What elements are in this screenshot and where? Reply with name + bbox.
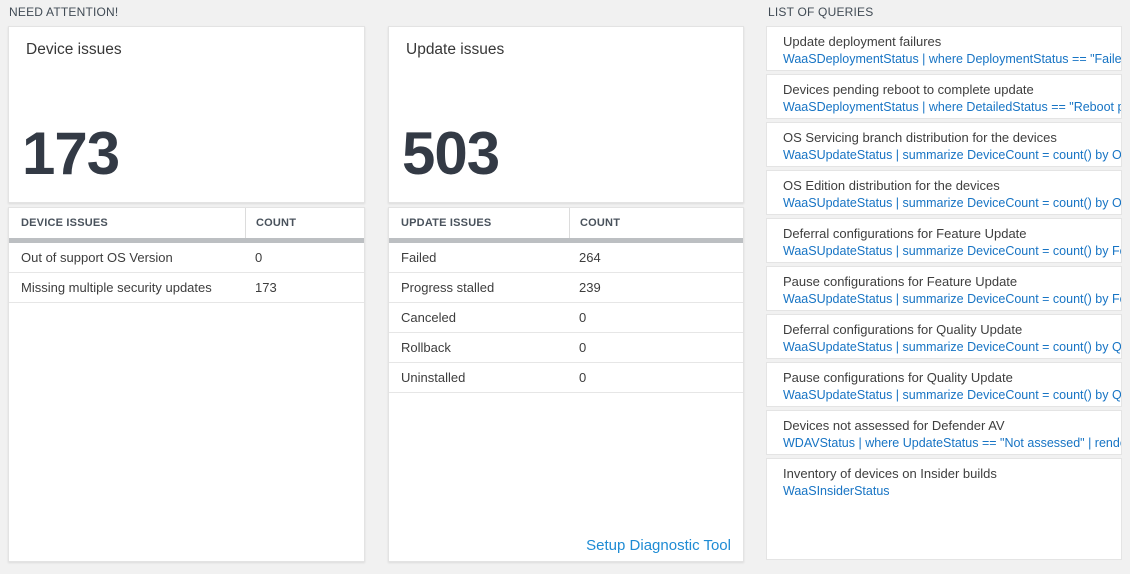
- row-count: 239: [579, 280, 601, 295]
- update-issues-header-count: COUNT: [569, 208, 743, 238]
- query-title: Pause configurations for Feature Update: [783, 274, 1018, 289]
- row-label: Uninstalled: [401, 370, 466, 385]
- query-text: WaaSDeploymentStatus | where DeploymentS…: [783, 52, 1122, 66]
- query-title: Devices pending reboot to complete updat…: [783, 82, 1034, 97]
- query-list-item[interactable]: OS Servicing branch distribution for the…: [766, 122, 1122, 167]
- query-list-item[interactable]: Update deployment failures WaaSDeploymen…: [766, 26, 1122, 71]
- query-text: WaaSUpdateStatus | summarize DeviceCount…: [783, 340, 1122, 354]
- table-scroll-bar: [389, 238, 743, 243]
- row-label: Rollback: [401, 340, 451, 355]
- row-count: 0: [579, 370, 587, 385]
- query-list-item[interactable]: Deferral configurations for Quality Upda…: [766, 314, 1122, 359]
- query-title: Update deployment failures: [783, 34, 942, 49]
- row-label: Missing multiple security updates: [21, 280, 212, 295]
- device-issues-title: Device issues: [26, 41, 122, 58]
- row-label: Out of support OS Version: [21, 250, 173, 265]
- query-title: Inventory of devices on Insider builds: [783, 466, 997, 481]
- row-count: 0: [579, 310, 587, 325]
- query-title: Deferral configurations for Quality Upda…: [783, 322, 1023, 337]
- table-row[interactable]: Missing multiple security updates 173: [9, 273, 364, 303]
- query-title: Deferral configurations for Feature Upda…: [783, 226, 1027, 241]
- update-issues-count: 503: [402, 120, 500, 187]
- table-row[interactable]: Failed 264: [389, 243, 743, 273]
- device-issues-count: 173: [22, 120, 120, 187]
- row-count: 0: [255, 250, 263, 265]
- row-count: 0: [579, 340, 587, 355]
- update-issues-table: UPDATE ISSUES COUNT Failed 264 Progress …: [388, 207, 744, 562]
- update-issues-summary-tile[interactable]: Update issues 503: [388, 26, 744, 203]
- device-issues-header-name: DEVICE ISSUES: [21, 217, 108, 229]
- query-list: Update deployment failures WaaSDeploymen…: [766, 26, 1122, 560]
- update-issues-title: Update issues: [406, 41, 505, 58]
- device-issues-table: DEVICE ISSUES COUNT Out of support OS Ve…: [8, 207, 365, 562]
- list-of-queries-section-label: LIST OF QUERIES: [768, 5, 874, 19]
- table-row[interactable]: Rollback 0: [389, 333, 743, 363]
- query-text: WaaSUpdateStatus | summarize DeviceCount…: [783, 148, 1122, 162]
- row-label: Failed: [401, 250, 437, 265]
- table-row[interactable]: Out of support OS Version 0: [9, 243, 364, 273]
- update-issues-header-name: UPDATE ISSUES: [401, 217, 492, 229]
- query-text: WDAVStatus | where UpdateStatus == "Not …: [783, 436, 1122, 450]
- table-row[interactable]: Uninstalled 0: [389, 363, 743, 393]
- query-text: WaaSUpdateStatus | summarize DeviceCount…: [783, 196, 1122, 210]
- query-list-item[interactable]: Pause configurations for Feature Update …: [766, 266, 1122, 311]
- query-title: OS Servicing branch distribution for the…: [783, 130, 1057, 145]
- query-list-item[interactable]: Devices not assessed for Defender AV WDA…: [766, 410, 1122, 455]
- device-issues-table-header: DEVICE ISSUES COUNT: [9, 208, 364, 238]
- row-label: Progress stalled: [401, 280, 495, 295]
- row-count: 264: [579, 250, 601, 265]
- device-issues-header-count: COUNT: [245, 208, 364, 238]
- query-text: WaaSUpdateStatus | summarize DeviceCount…: [783, 292, 1122, 306]
- query-list-item[interactable]: Pause configurations for Quality Update …: [766, 362, 1122, 407]
- query-text: WaaSUpdateStatus | summarize DeviceCount…: [783, 388, 1122, 402]
- need-attention-section-label: NEED ATTENTION!: [9, 5, 119, 19]
- query-title: Pause configurations for Quality Update: [783, 370, 1013, 385]
- query-list-item[interactable]: Devices pending reboot to complete updat…: [766, 74, 1122, 119]
- query-list-item[interactable]: OS Edition distribution for the devices …: [766, 170, 1122, 215]
- row-count: 173: [255, 280, 277, 295]
- query-list-item[interactable]: Deferral configurations for Feature Upda…: [766, 218, 1122, 263]
- query-text: WaaSDeploymentStatus | where DetailedSta…: [783, 100, 1122, 114]
- query-title: OS Edition distribution for the devices: [783, 178, 1000, 193]
- query-title: Devices not assessed for Defender AV: [783, 418, 1005, 433]
- table-row[interactable]: Progress stalled 239: [389, 273, 743, 303]
- query-text: WaaSInsiderStatus: [783, 484, 890, 498]
- setup-diagnostic-tool-link[interactable]: Setup Diagnostic Tool: [586, 537, 731, 554]
- update-issues-table-header: UPDATE ISSUES COUNT: [389, 208, 743, 238]
- query-list-item[interactable]: Inventory of devices on Insider builds W…: [766, 458, 1122, 560]
- device-issues-summary-tile[interactable]: Device issues 173: [8, 26, 365, 203]
- query-text: WaaSUpdateStatus | summarize DeviceCount…: [783, 244, 1122, 258]
- table-row[interactable]: Canceled 0: [389, 303, 743, 333]
- table-scroll-bar: [9, 238, 364, 243]
- row-label: Canceled: [401, 310, 456, 325]
